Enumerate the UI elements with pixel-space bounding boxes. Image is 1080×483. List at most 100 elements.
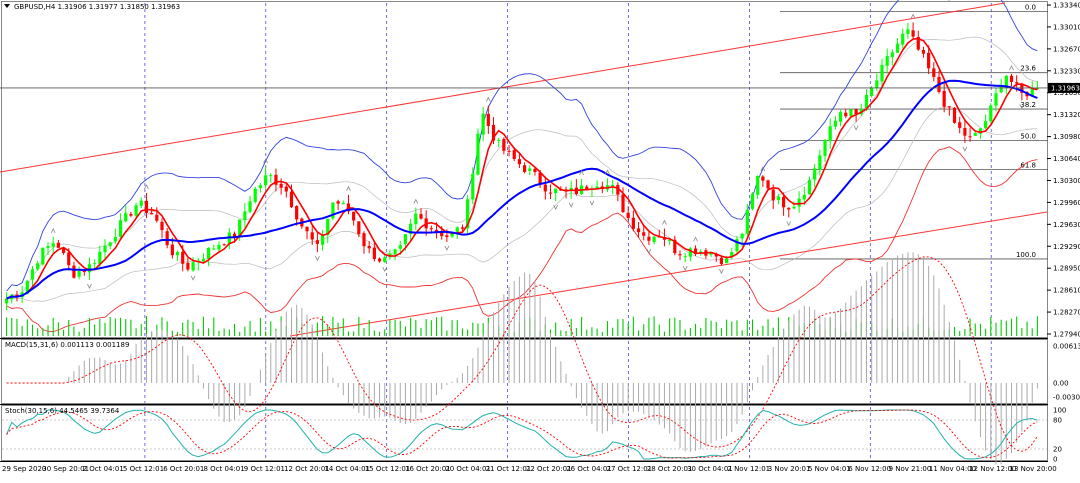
candle-body: [258, 185, 263, 189]
fractal-down-arrow: [87, 283, 92, 289]
candle-body: [750, 193, 755, 209]
y-tick-label: 1.30640: [1053, 155, 1080, 163]
candle-body: [222, 244, 226, 246]
candle-body: [901, 33, 905, 45]
fractal-down-arrow: [646, 248, 652, 254]
candle-body: [1009, 75, 1014, 82]
candle-body: [771, 189, 775, 201]
candle-body: [274, 174, 278, 185]
fractal-up-arrow: [579, 170, 584, 176]
candle-body: [486, 113, 490, 126]
macd-y-tick-label: 0.006138: [1053, 343, 1080, 351]
candle-body: [1030, 88, 1034, 96]
fractal-up-arrow: [50, 227, 56, 234]
stoch-main-line: [6, 409, 1038, 460]
candle-body: [725, 258, 729, 264]
candle-body: [952, 107, 957, 123]
y-tick-label: 1.29630: [1053, 221, 1080, 229]
candle-body: [911, 30, 915, 37]
candle-body: [336, 201, 340, 204]
stoch-y-tick-label: 80: [1053, 417, 1062, 425]
candle-body: [181, 251, 185, 264]
candle-body: [243, 211, 247, 221]
candle-body: [512, 150, 516, 159]
candle-body: [362, 233, 366, 247]
x-tick-label: 3 Nov 20:01: [768, 465, 811, 473]
candle-body: [621, 194, 625, 213]
candle-body: [916, 36, 920, 50]
candle-body: [160, 221, 164, 231]
candle-body: [253, 188, 257, 202]
fractal-down-arrow: [553, 204, 559, 211]
x-tick-label: 27 Oct 12:01: [607, 465, 653, 473]
candle-body: [833, 120, 837, 127]
candle-body: [201, 258, 206, 262]
candle-body: [818, 155, 822, 170]
y-tick-label: 1.30980: [1053, 133, 1080, 141]
candle-body: [984, 121, 988, 129]
candle-body: [652, 236, 656, 242]
x-tick-label: 26 Oct 04:01: [566, 465, 612, 473]
candle-body: [51, 243, 55, 247]
y-tick-label: 1.31320: [1053, 111, 1080, 119]
candle-body: [870, 87, 874, 96]
current-price-label: 1.31963: [1051, 84, 1080, 92]
x-tick-label: 22 Oct 20:01: [526, 465, 572, 473]
candle-body: [636, 228, 641, 233]
candle-body: [766, 180, 770, 189]
candle-body: [455, 227, 459, 232]
candle-body: [709, 252, 713, 255]
candle-body: [175, 251, 180, 256]
candle-body: [595, 186, 599, 190]
candle-body: [289, 191, 294, 208]
fractal-up-arrow: [693, 236, 698, 242]
candle-body: [875, 80, 879, 89]
y-tick-label: 1.29960: [1053, 199, 1080, 207]
candle-body: [46, 246, 50, 248]
x-tick-label: 15 Oct 12:01: [365, 465, 411, 473]
fractal-up-arrow: [1009, 65, 1014, 71]
macd-y-tick-label: 0.00: [1053, 380, 1069, 388]
candle-body: [165, 231, 169, 246]
fib-level-label: 100.0: [1016, 251, 1036, 259]
fib-level-label: 61.8: [1020, 162, 1036, 170]
x-tick-label: 12 Nov 12:00: [969, 465, 1016, 473]
candle-body: [890, 52, 894, 57]
slow-moving-average-line: [6, 79, 1038, 300]
candle-body: [305, 226, 309, 232]
stoch-y-tick-label: 20: [1053, 446, 1062, 454]
x-tick-label: 30 Sep 20:01: [42, 465, 89, 473]
x-tick-label: 12 Oct 20:01: [284, 465, 330, 473]
candle-body: [554, 188, 558, 194]
candle-body: [357, 221, 361, 235]
fractal-down-arrow: [853, 125, 859, 131]
candle-body: [315, 240, 319, 244]
fractal-up-arrow: [910, 13, 916, 19]
y-tick-label: 1.28610: [1053, 287, 1080, 295]
candle-body: [186, 262, 190, 270]
x-tick-label: 30 Oct 04:01: [687, 465, 733, 473]
candle-body: [279, 183, 283, 188]
candle-body: [533, 168, 537, 173]
chart-title-dropdown-icon[interactable]: [4, 4, 10, 8]
candle-body: [377, 258, 382, 262]
candle-body: [968, 136, 972, 138]
candle-body: [414, 213, 418, 225]
candle-body: [326, 218, 330, 236]
candle-body: [538, 172, 542, 184]
candle-body: [1020, 84, 1024, 93]
x-tick-label: 11 Nov 04:00: [929, 465, 976, 473]
candle-body: [36, 263, 40, 270]
candle-body: [522, 165, 527, 172]
candle-body: [978, 128, 983, 134]
candle-body: [466, 199, 470, 229]
x-tick-label: 9 Oct 12:01: [244, 465, 285, 473]
x-tick-label: 20 Oct 04:01: [445, 465, 491, 473]
candle-body: [740, 233, 744, 239]
candle-body: [113, 236, 117, 242]
candle-body: [678, 254, 682, 256]
candle-body: [238, 219, 242, 238]
candle-body: [56, 242, 60, 248]
candle-body: [4, 298, 9, 304]
